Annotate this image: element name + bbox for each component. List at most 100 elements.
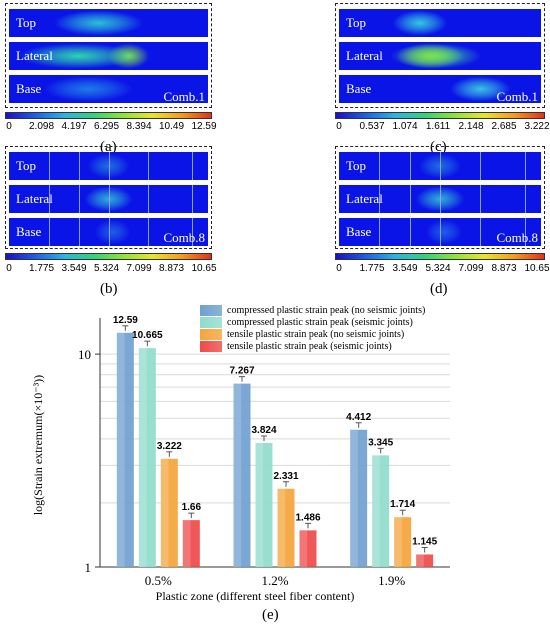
colorbar-tick-label: 8.873 [491, 263, 517, 274]
band-label: Base [346, 81, 372, 96]
colorbar-tick-label: 5.324 [425, 263, 451, 274]
colorbar-tick-label: 6.295 [93, 121, 120, 132]
bar-highlight [182, 520, 191, 567]
bar-highlight [277, 488, 286, 567]
colorbar-c [335, 112, 545, 119]
bar [394, 517, 412, 567]
band-label: Base [16, 224, 42, 239]
panel-label-a: (a) [100, 139, 117, 155]
segment-joint-line [48, 185, 50, 213]
segment-joint-line [48, 218, 50, 246]
segment-joint-line [148, 185, 150, 213]
bar-highlight [299, 530, 308, 567]
x-tick-label: 1.9% [378, 573, 405, 588]
bar-chart: 1 10 log(Strain extremum(×10⁻³)) 12.59 10.66… [31, 315, 450, 603]
legend-swatch [200, 317, 222, 328]
colorbar-tick-label: 12.59 [191, 121, 217, 132]
bar [255, 442, 273, 567]
y-axis-label: log(Strain extremum(×10⁻³)) [31, 375, 45, 515]
colorbar-tick-label: 2.685 [491, 121, 517, 132]
colorbar-b [5, 253, 212, 260]
band-label: Lateral [346, 48, 383, 63]
bar-value-label: 3.824 [251, 425, 276, 436]
bar [160, 458, 178, 567]
contour-panel-b: Top Lateral Base Comb.8 [5, 146, 212, 249]
segment-joint-line [379, 218, 381, 246]
bar-value-label: 2.331 [273, 471, 298, 482]
colorbar-tick-label: 0 [6, 263, 12, 274]
colorbar-tick-label: 7.099 [126, 263, 152, 274]
colorbar-tick-label: 0 [336, 121, 342, 132]
bar-value-label: 1.66 [182, 502, 202, 513]
segment-joint-line [48, 152, 50, 180]
contour-panel-d: Top Lateral Base Comb.8 [335, 146, 545, 249]
contour-panel-c: Top Lateral Base Comb.1 [335, 3, 545, 108]
band-label: Lateral [16, 48, 53, 63]
segment-joint-line [192, 152, 194, 180]
contour-band-lateral: Lateral [339, 185, 541, 213]
contour-band-lateral: Lateral [339, 42, 541, 70]
segment-joint-line [108, 218, 110, 246]
bar-value-label: 3.345 [368, 437, 393, 448]
legend-swatch [200, 341, 222, 352]
bar-highlight [394, 517, 402, 567]
segment-joint-line [78, 218, 80, 246]
segment-joint-line [524, 185, 526, 213]
bar [299, 530, 317, 567]
colorbar-tick-label: 2.148 [458, 121, 484, 132]
bar [350, 429, 368, 567]
colorbar-ticks-c: 0 0.537 1.074 1.611 2.148 2.685 3.222 [335, 121, 549, 133]
colorbar-tick-label: 5.324 [93, 263, 120, 274]
bar-highlight [116, 332, 125, 567]
colorbar-tick-label: 8.394 [126, 121, 152, 132]
bar [372, 455, 390, 567]
bar-highlight [255, 442, 264, 567]
colorbar-tick-label: 10.65 [524, 263, 550, 274]
colorbar-ticks-b: 0 1.775 3.549 5.324 7.099 8.873 10.65 [5, 263, 216, 275]
segment-joint-line [379, 152, 381, 180]
contour-panel-a: Top Lateral Base Comb.1 [5, 3, 212, 108]
bar-value-label: 12.59 [113, 315, 138, 326]
bar [277, 488, 295, 567]
bar-value-label: 7.267 [229, 366, 254, 377]
segment-joint-line [440, 152, 441, 180]
bar [182, 520, 200, 567]
legend-swatch [200, 329, 222, 340]
bar-highlight [350, 429, 358, 567]
contour-band-base: Base [339, 218, 541, 246]
colorbar-a [5, 112, 212, 119]
legend-label: compressed plastic strain peak (seismic … [227, 317, 413, 328]
bar [138, 348, 156, 567]
band-label: Base [16, 81, 42, 96]
band-label: Lateral [16, 191, 53, 206]
y-tick-label: 1 [85, 560, 92, 575]
panel-label-d: (d) [430, 281, 448, 297]
bar-value-label: 1.145 [412, 536, 437, 547]
colorbar-tick-label: 7.099 [458, 263, 484, 274]
combination-label: Comb.8 [163, 230, 205, 245]
segment-joint-line [78, 185, 80, 213]
panel-label-c: (c) [430, 139, 447, 155]
segment-joint-line [440, 185, 441, 213]
contour-band-base: Base [339, 75, 541, 103]
band-label: Base [346, 224, 372, 239]
contour-band-lateral: Lateral [9, 42, 208, 70]
legend-label: tensile plastic strain peak (no seismic … [227, 329, 405, 340]
panel-label-b: (b) [100, 281, 118, 297]
combination-label: Comb.1 [163, 89, 205, 104]
colorbar-ticks-a: 0 2.098 4.197 6.295 8.394 10.49 12.59 [5, 121, 216, 133]
contour-band-base: Base [9, 75, 208, 103]
colorbar-tick-label: 3.549 [61, 263, 87, 274]
bar-value-label: 3.222 [157, 441, 182, 452]
colorbar-tick-label: 1.611 [425, 121, 451, 132]
colorbar-tick-label: 0 [6, 121, 12, 132]
colorbar-tick-label: 0.537 [359, 121, 385, 132]
segment-joint-line [409, 152, 411, 180]
contour-band-lateral: Lateral [9, 185, 208, 213]
band-label: Top [346, 158, 367, 173]
bar-highlight [233, 383, 242, 567]
colorbar-tick-label: 1.775 [28, 263, 55, 274]
contour-band-base: Base [9, 218, 208, 246]
band-label: Lateral [346, 191, 383, 206]
segment-joint-line [409, 218, 411, 246]
